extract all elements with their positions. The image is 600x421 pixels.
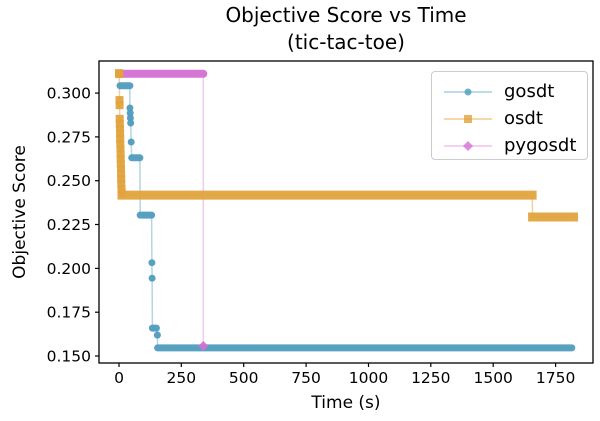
legend-line-sample-pygosdt (444, 140, 492, 151)
series-osdt-marker (117, 169, 126, 178)
x-tick-label: 500 (229, 369, 259, 387)
series-osdt-marker (116, 139, 125, 148)
x-tick-label: 0 (114, 369, 124, 387)
series-osdt-marker (115, 114, 124, 123)
x-tick-label: 1750 (536, 369, 575, 387)
series-gosdt-marker (126, 109, 134, 117)
legend-sample-marker (464, 114, 472, 123)
legend: gosdt osdt pygosdt (431, 71, 588, 160)
y-tick-label: 0.275 (47, 128, 91, 146)
series-osdt-marker (116, 134, 125, 143)
series-osdt-marker (115, 119, 124, 128)
legend-label-osdt: osdt (504, 108, 543, 129)
legend-sample-marker (464, 88, 472, 95)
chart-subtitle: (tic-tac-toe) (287, 30, 405, 54)
x-tick-label: 750 (291, 369, 321, 387)
series-pygosdt-marker (198, 341, 209, 351)
y-tick-label: 0.300 (47, 85, 91, 103)
legend-line-sample-gosdt (444, 88, 492, 95)
chart-title: Objective Score vs Time (225, 3, 467, 27)
y-tick-label: 0.200 (47, 260, 91, 278)
legend-label-gosdt: gosdt (504, 81, 555, 102)
legend-sample-marker (463, 140, 473, 151)
series-osdt-marker (116, 149, 125, 158)
axes-spines (98, 60, 594, 364)
legend-entry-osdt[interactable]: osdt (442, 105, 587, 132)
series-osdt-marker (117, 174, 126, 183)
legend-label-pygosdt: pygosdt (504, 135, 577, 156)
series-gosdt-marker (127, 119, 135, 127)
series-gosdt-marker (153, 331, 161, 339)
series-gosdt-marker (126, 114, 134, 122)
y-tick-label: 0.250 (47, 172, 91, 190)
series-osdt-marker (116, 144, 125, 153)
series-osdt-marker (115, 70, 124, 79)
series-osdt-marker (115, 101, 124, 110)
x-tick-label: 1500 (473, 369, 512, 387)
series-osdt-marker (116, 129, 125, 138)
x-tick-label: 250 (167, 369, 197, 387)
legend-entry-pygosdt[interactable]: pygosdt (442, 132, 587, 159)
legend-entry-gosdt[interactable]: gosdt (442, 78, 587, 105)
legend-line-sample-osdt (444, 114, 492, 123)
series-gosdt-marker (126, 104, 134, 112)
series-osdt-marker (116, 159, 125, 168)
series-osdt-marker (117, 189, 126, 197)
series-osdt-marker (115, 96, 124, 105)
x-tick-label: 1250 (411, 369, 450, 387)
series-gosdt-marker (127, 138, 135, 146)
x-tick-label: 1000 (349, 369, 388, 387)
y-tick-label: 0.150 (47, 348, 91, 366)
series-osdt-marker (117, 179, 126, 188)
series-osdt-marker (116, 124, 124, 133)
y-tick-label: 0.225 (47, 216, 91, 234)
series-gosdt-marker (148, 259, 156, 267)
series-osdt-marker (117, 164, 125, 173)
series-gosdt-marker (148, 274, 156, 282)
series-osdt-marker (116, 154, 125, 163)
x-axis-label: Time (s) (311, 393, 381, 413)
y-tick-label: 0.175 (47, 304, 91, 322)
